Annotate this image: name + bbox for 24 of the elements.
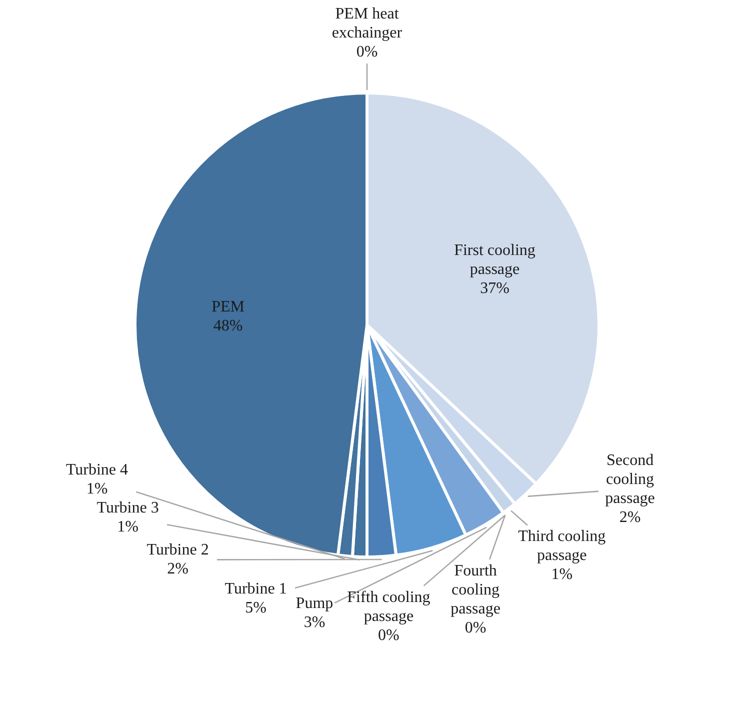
data-label: 2% [167, 560, 188, 578]
text: 0% [378, 626, 400, 644]
category-label: PEM heat exchainger [332, 6, 402, 42]
slice-label: First cooling passage [454, 242, 536, 278]
slice-label: Turbine 3 [96, 499, 159, 516]
slice-label: Turbine 4 [66, 461, 128, 478]
slice-label: Second cooling passage [605, 452, 655, 508]
category-label: Fifth cooling passage [347, 588, 430, 625]
data-label: 1% [117, 518, 138, 536]
slice-label: Pump [296, 594, 334, 612]
slice-label: PEM [212, 298, 245, 316]
data-label: 2% [619, 509, 641, 526]
category-label: Fourth cooling passage [450, 562, 500, 618]
data-label: 1% [86, 480, 108, 498]
text: 0% [464, 619, 486, 636]
data-label: 48% [213, 317, 243, 334]
slice-label: Turbine 2 [146, 542, 209, 559]
data-label: 37% [480, 280, 510, 298]
data-label: 3% [304, 614, 326, 631]
data-label: 1% [551, 566, 573, 584]
text: 0% [356, 44, 378, 60]
slice-label: Third cooling passage [518, 528, 606, 564]
slice-label: Turbine 1 [224, 580, 287, 598]
data-label: 5% [245, 600, 266, 617]
